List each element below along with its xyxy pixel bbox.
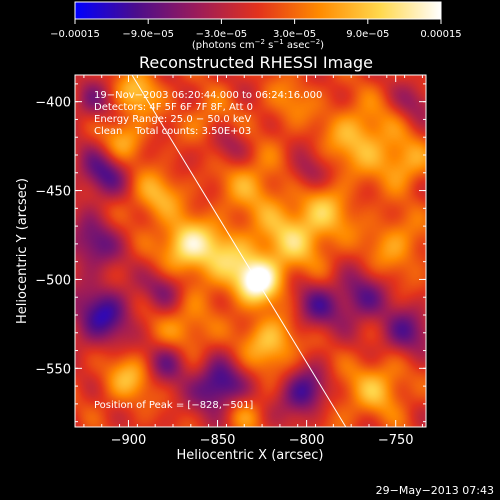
- footer-timestamp: 29−May−2013 07:43: [376, 484, 494, 497]
- x-tick-label: −800: [289, 433, 325, 448]
- peak-position-label: Position of Peak = [−828,−501]: [94, 400, 253, 411]
- x-tick-label: −850: [200, 433, 236, 448]
- colorbar-tick-label: 3.0e−05: [273, 29, 316, 40]
- solar-limb-line: [131, 74, 347, 428]
- y-axis-label: Heliocentric Y (arcsec): [15, 178, 30, 324]
- colorbar: −0.00015 −9.0e−05 −3.0e−05 3.0e−05 9.0e−05 0.…: [50, 1, 462, 51]
- colorbar-tick-label: −0.00015: [50, 29, 100, 40]
- colorbar-tick-label: −3.0e−05: [196, 29, 248, 40]
- x-axis-label: Heliocentric X (arcsec): [177, 448, 324, 463]
- x-tick-label: −900: [111, 433, 147, 448]
- y-tick-label: −500: [35, 273, 71, 288]
- colorbar-tick-label: 9.0e−05: [346, 29, 389, 40]
- y-tick-label: −400: [35, 96, 71, 111]
- info-line-energy: Energy Range: 25.0 − 50.0 keV: [94, 114, 251, 125]
- info-line-counts: Clean Total counts: 3.50E+03: [94, 126, 251, 137]
- y-tick-label: −550: [35, 362, 71, 377]
- axis-ticks: −900 −850 −800 −750 −400 −450 −500 −550: [35, 75, 426, 448]
- colorbar-units-label: (photons cm−2 s−1 asec−2): [192, 38, 324, 51]
- colorbar-tick-label: 0.00015: [420, 29, 461, 40]
- heatmap-image: [75, 75, 426, 427]
- chart-title: Reconstructed RHESSI Image: [139, 53, 373, 72]
- colorbar-tick-label: −9.0e−05: [122, 29, 174, 40]
- info-line-detectors: Detectors: 4F 5F 6F 7F 8F, Att 0: [94, 102, 253, 113]
- info-line-time: 19−Nov−2003 06:20:44.000 to 06:24:16.000: [94, 90, 322, 101]
- y-tick-label: −450: [35, 185, 71, 200]
- x-tick-label: −750: [378, 433, 414, 448]
- colorbar-ticks: −0.00015 −9.0e−05 −3.0e−05 3.0e−05 9.0e−05 0.…: [50, 19, 462, 40]
- plot-frame: [74, 74, 427, 428]
- colorbar-gradient: [74, 1, 442, 20]
- info-block: 19−Nov−2003 06:20:44.000 to 06:24:16.000…: [94, 90, 322, 137]
